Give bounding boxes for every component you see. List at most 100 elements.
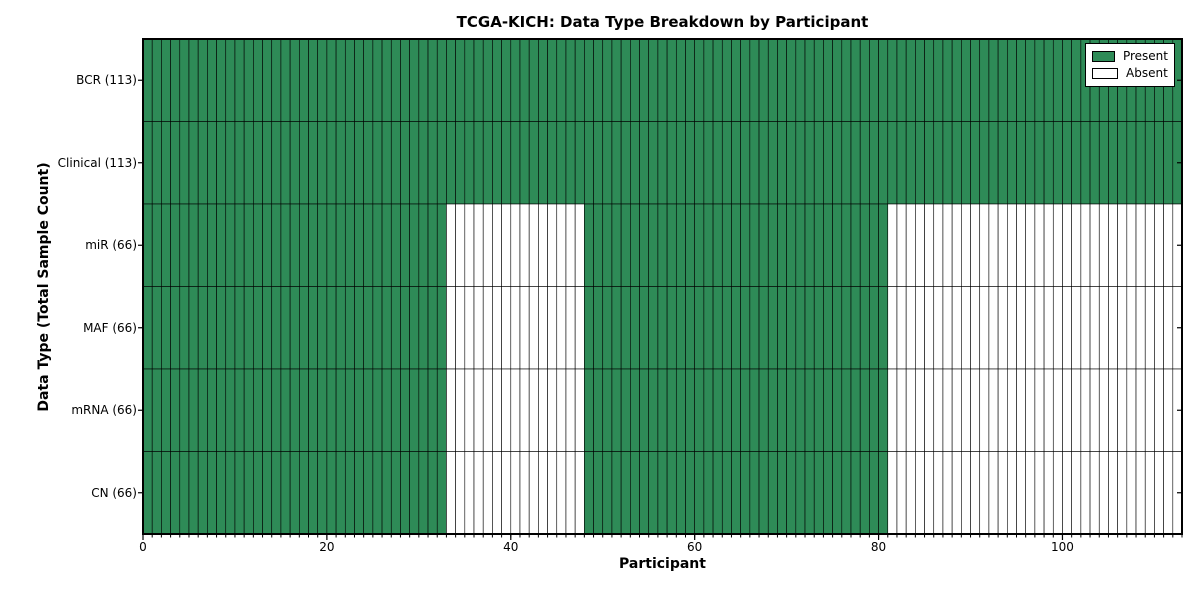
heatmap-cell bbox=[574, 121, 585, 205]
heatmap-cell bbox=[675, 368, 686, 452]
heatmap-cell bbox=[915, 286, 925, 370]
heatmap-cell bbox=[602, 38, 613, 122]
heatmap-cell bbox=[280, 286, 291, 370]
heatmap-cell bbox=[335, 121, 346, 205]
heatmap-cell bbox=[142, 38, 153, 122]
heatmap-cell bbox=[795, 368, 806, 452]
heatmap-cell bbox=[363, 38, 374, 122]
heatmap-cell bbox=[767, 38, 778, 122]
heatmap-cell bbox=[418, 203, 429, 287]
heatmap-cell bbox=[1043, 286, 1054, 370]
heatmap-cell bbox=[436, 286, 447, 370]
heatmap-cell bbox=[161, 451, 171, 535]
heatmap-cell bbox=[896, 38, 907, 122]
heatmap-cell bbox=[666, 38, 677, 122]
heatmap-cell bbox=[188, 203, 199, 287]
heatmap-cell bbox=[832, 368, 843, 452]
heatmap-cell bbox=[961, 38, 971, 122]
heatmap-cell bbox=[142, 451, 153, 535]
heatmap-cell bbox=[556, 286, 567, 370]
heatmap-cell bbox=[915, 203, 925, 287]
heatmap-cell bbox=[446, 368, 456, 452]
heatmap-cell bbox=[970, 368, 981, 452]
heatmap-cell bbox=[942, 121, 953, 205]
heatmap-cell bbox=[666, 121, 677, 205]
heatmap-cell bbox=[510, 451, 521, 535]
heatmap-cell bbox=[446, 203, 456, 287]
heatmap-cell bbox=[988, 368, 999, 452]
heatmap-cell bbox=[547, 121, 558, 205]
heatmap-cell bbox=[602, 451, 613, 535]
heatmap-cell bbox=[427, 203, 438, 287]
heatmap-cell bbox=[694, 368, 705, 452]
heatmap-cell bbox=[225, 121, 236, 205]
absent-swatch bbox=[1092, 68, 1118, 79]
heatmap-cell bbox=[170, 451, 181, 535]
heatmap-cell bbox=[648, 121, 659, 205]
heatmap-cell bbox=[519, 451, 530, 535]
heatmap-cell bbox=[1144, 121, 1155, 205]
heatmap-cell bbox=[924, 203, 935, 287]
legend-item-present: Present bbox=[1092, 48, 1168, 65]
heatmap-cell bbox=[354, 368, 364, 452]
heatmap-cell bbox=[1062, 121, 1072, 205]
heatmap-cell bbox=[436, 121, 447, 205]
heatmap-cell bbox=[556, 203, 567, 287]
heatmap-cell bbox=[951, 286, 962, 370]
heatmap-cell bbox=[1071, 286, 1082, 370]
heatmap-cell bbox=[712, 286, 723, 370]
heatmap-cell bbox=[556, 451, 567, 535]
heatmap-cell bbox=[400, 368, 410, 452]
heatmap-cell bbox=[1098, 121, 1109, 205]
heatmap-cell bbox=[933, 203, 944, 287]
heatmap-cell bbox=[997, 451, 1008, 535]
heatmap-cell bbox=[593, 38, 604, 122]
heatmap-cell bbox=[1043, 203, 1054, 287]
heatmap-cell bbox=[657, 121, 668, 205]
heatmap-cell bbox=[1016, 121, 1026, 205]
heatmap-cell bbox=[639, 203, 650, 287]
heatmap-cell bbox=[528, 286, 539, 370]
heatmap-cell bbox=[253, 368, 263, 452]
heatmap-cell bbox=[161, 368, 171, 452]
heatmap-cell bbox=[749, 38, 760, 122]
heatmap-cell bbox=[188, 286, 199, 370]
heatmap-cell bbox=[933, 451, 944, 535]
heatmap-cell bbox=[1144, 203, 1155, 287]
heatmap-cell bbox=[951, 121, 962, 205]
heatmap-cell bbox=[758, 38, 769, 122]
heatmap-cell bbox=[961, 121, 971, 205]
heatmap-cell bbox=[1016, 368, 1026, 452]
heatmap-cell bbox=[354, 38, 364, 122]
heatmap-cell bbox=[1126, 451, 1137, 535]
heatmap-cell bbox=[326, 121, 337, 205]
heatmap-cell bbox=[731, 121, 741, 205]
heatmap-cell bbox=[850, 286, 861, 370]
heatmap-cell bbox=[924, 368, 935, 452]
heatmap-cell bbox=[151, 38, 162, 122]
heatmap-cell bbox=[344, 203, 355, 287]
heatmap-cell bbox=[197, 203, 208, 287]
heatmap-cell bbox=[942, 38, 953, 122]
heatmap-cell bbox=[639, 121, 650, 205]
heatmap-cell bbox=[547, 286, 558, 370]
heatmap-cell bbox=[694, 451, 705, 535]
heatmap-cell bbox=[335, 286, 346, 370]
heatmap-cell bbox=[584, 121, 594, 205]
heatmap-cell bbox=[721, 286, 732, 370]
heatmap-cell bbox=[1034, 286, 1045, 370]
heatmap-cell bbox=[565, 286, 576, 370]
present-swatch bbox=[1092, 51, 1115, 62]
heatmap-cell bbox=[1025, 368, 1036, 452]
heatmap-cell bbox=[326, 451, 337, 535]
heatmap-cell bbox=[142, 121, 153, 205]
heatmap-cell bbox=[243, 203, 254, 287]
x-axis-title: Participant bbox=[619, 556, 706, 572]
heatmap-cell bbox=[703, 451, 714, 535]
heatmap-cell bbox=[151, 451, 162, 535]
heatmap-cell bbox=[519, 38, 530, 122]
heatmap-cell bbox=[372, 368, 383, 452]
heatmap-cell bbox=[657, 203, 668, 287]
heatmap-cell bbox=[1016, 38, 1026, 122]
